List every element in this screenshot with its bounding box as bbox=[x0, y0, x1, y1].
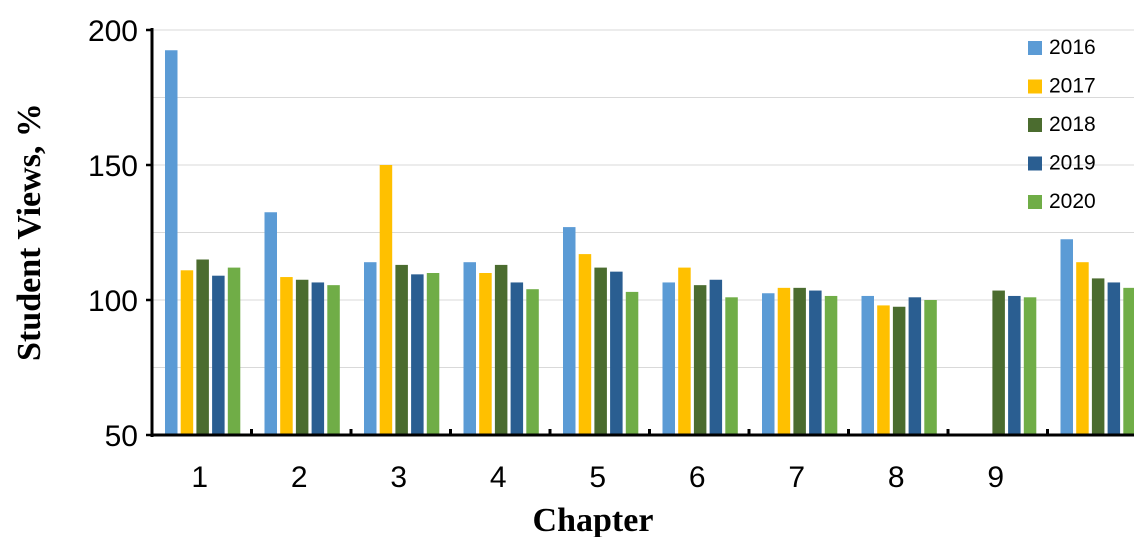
bar-2019-chapter-8 bbox=[908, 297, 922, 435]
legend-swatch-2018 bbox=[1028, 118, 1042, 132]
y-tick-label: 50 bbox=[105, 420, 138, 453]
bar-2019-chapter-7 bbox=[809, 290, 822, 435]
bar-2020-chapter-9 bbox=[1023, 297, 1037, 435]
bar-2019-chapter-last bbox=[1107, 282, 1121, 435]
bar-2018-chapter-9 bbox=[992, 290, 1005, 435]
bar-2019-chapter-6 bbox=[709, 279, 723, 435]
legend-swatch-2017 bbox=[1028, 79, 1042, 94]
bar-2020-chapter-6 bbox=[725, 297, 738, 435]
legend-label-2020: 2020 bbox=[1049, 190, 1096, 213]
legend-label-2018: 2018 bbox=[1049, 113, 1096, 136]
bar-2017-chapter-8 bbox=[877, 305, 890, 435]
y-tick-labels: 50 100 150 200 bbox=[88, 15, 138, 453]
y-tick-label: 100 bbox=[88, 285, 138, 318]
x-tick-label: 6 bbox=[689, 461, 706, 494]
x-tick-label: 5 bbox=[589, 461, 606, 494]
bar-2020-chapter-1 bbox=[227, 267, 241, 435]
bar-2017-chapter-last bbox=[1076, 262, 1089, 435]
axes bbox=[146, 28, 1134, 437]
bar-2020-chapter-8 bbox=[924, 300, 937, 435]
bar-2020-chapter-2 bbox=[327, 285, 340, 435]
bar-2019-chapter-9 bbox=[1008, 295, 1021, 435]
bars bbox=[165, 50, 1134, 435]
bar-2020-chapter-3 bbox=[426, 273, 440, 435]
bar-2019-chapter-2 bbox=[311, 282, 325, 435]
x-tick-label: 9 bbox=[987, 461, 1004, 494]
x-tick-label: 8 bbox=[888, 461, 905, 494]
bar-2018-chapter-6 bbox=[693, 285, 707, 435]
legend-swatch-2020 bbox=[1028, 195, 1042, 209]
x-tick-label: 3 bbox=[390, 461, 407, 494]
bar-2018-chapter-2 bbox=[295, 279, 309, 435]
y-axis-title: Student Views, % bbox=[11, 103, 48, 361]
bar-2018-chapter-1 bbox=[196, 259, 209, 435]
bar-2016-chapter-last bbox=[1060, 239, 1073, 435]
bar-2017-chapter-5 bbox=[578, 254, 592, 435]
bar-2016-chapter-5 bbox=[563, 227, 576, 435]
bar-2017-chapter-7 bbox=[777, 287, 791, 435]
bar-2016-chapter-6 bbox=[662, 282, 675, 435]
y-tick-label: 200 bbox=[88, 15, 138, 48]
bar-2016-chapter-7 bbox=[762, 293, 775, 435]
bar-2016-chapter-1 bbox=[165, 50, 178, 435]
bar-2018-chapter-8 bbox=[892, 306, 906, 435]
bar-2020-chapter-7 bbox=[824, 295, 838, 435]
bar-2020-chapter-4 bbox=[526, 289, 539, 435]
legend: 2016 2017 2018 2019 2020 bbox=[1028, 36, 1096, 213]
bar-2017-chapter-2 bbox=[280, 277, 293, 435]
legend-label-2017: 2017 bbox=[1049, 75, 1096, 98]
bar-2017-chapter-3 bbox=[379, 165, 393, 435]
bar-2018-chapter-4 bbox=[494, 264, 508, 435]
x-tick-label: 7 bbox=[788, 461, 805, 494]
bar-2016-chapter-3 bbox=[364, 262, 377, 435]
x-tick-label: 2 bbox=[291, 461, 308, 494]
bar-2016-chapter-8 bbox=[861, 295, 874, 435]
bar-2019-chapter-5 bbox=[610, 271, 623, 435]
bar-2019-chapter-4 bbox=[510, 282, 524, 435]
bar-2018-chapter-last bbox=[1091, 278, 1105, 435]
bar-2017-chapter-4 bbox=[479, 273, 492, 435]
bar-2019-chapter-3 bbox=[411, 274, 424, 435]
x-tick-labels: 1 2 3 4 5 6 7 8 9 bbox=[191, 461, 1004, 494]
bar-2020-chapter-last bbox=[1123, 287, 1134, 435]
legend-label-2019: 2019 bbox=[1049, 152, 1096, 175]
bar-2016-chapter-2 bbox=[264, 212, 277, 435]
x-tick-label: 4 bbox=[490, 461, 507, 494]
bar-2019-chapter-1 bbox=[212, 275, 225, 435]
bar-2020-chapter-5 bbox=[625, 291, 639, 435]
x-tick-label: 1 bbox=[191, 461, 208, 494]
bar-2018-chapter-5 bbox=[594, 267, 607, 435]
bar-2017-chapter-1 bbox=[180, 270, 194, 435]
legend-label-2016: 2016 bbox=[1049, 36, 1096, 59]
bar-2016-chapter-4 bbox=[463, 262, 476, 435]
legend-swatch-2016 bbox=[1028, 41, 1042, 55]
y-tick-label: 150 bbox=[88, 150, 138, 183]
legend-swatch-2019 bbox=[1028, 156, 1042, 171]
bar-2017-chapter-6 bbox=[678, 267, 691, 435]
bar-2018-chapter-3 bbox=[395, 264, 408, 435]
bar-2018-chapter-7 bbox=[793, 287, 806, 435]
x-axis-title: Chapter bbox=[533, 502, 654, 537]
